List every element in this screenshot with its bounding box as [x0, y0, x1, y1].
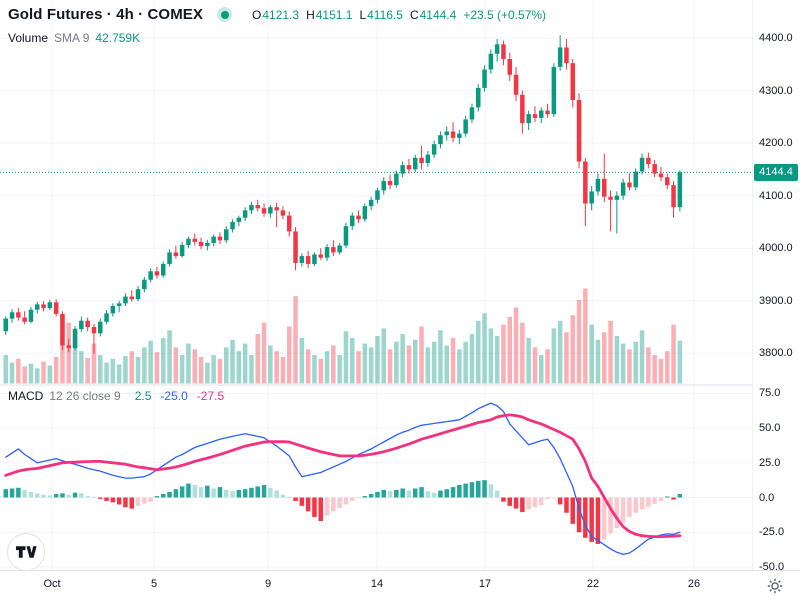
- change-value: +23.5 (+0.57%): [463, 7, 547, 22]
- macd-tick-label: 0.0: [759, 491, 775, 504]
- price-tick-label: 4000.0: [759, 242, 793, 255]
- volume-value: 42.759K: [95, 31, 141, 45]
- time-tick-label: 17: [478, 578, 492, 590]
- open-label: O: [252, 7, 262, 22]
- volume-label: Volume: [8, 31, 49, 45]
- macd-line-value: -25.0: [160, 389, 188, 403]
- price-tick-label: 3900.0: [759, 294, 793, 307]
- time-tick-label: 26: [687, 578, 701, 590]
- macd-tick-label: 25.0: [759, 456, 781, 469]
- low-value: 4116.5: [367, 7, 403, 22]
- volume-legend[interactable]: Volume SMA 9 42.759K: [8, 31, 140, 45]
- market-status-icon: [217, 7, 233, 22]
- price-axis[interactable]: 4144.4 4400.0 4300.0 4200.0 4100.0 4000.0 390…: [753, 0, 800, 573]
- price-tick-label: 3800.0: [759, 347, 793, 360]
- open-value: 4121.3: [262, 7, 300, 22]
- time-tick-label: 5: [150, 578, 158, 590]
- tradingview-logo[interactable]: [7, 533, 45, 571]
- gear-icon: [767, 578, 783, 594]
- macd-tick-label: 50.0: [759, 422, 781, 435]
- close-value: 4144.4: [419, 7, 457, 22]
- settings-gear-button[interactable]: [766, 577, 784, 595]
- macd-tick-label: 75.0: [759, 387, 781, 400]
- macd-legend[interactable]: MACD 12 26 close 9 2.5 -25.0 -27.5: [8, 389, 224, 403]
- high-value: 4151.1: [315, 7, 353, 22]
- price-tick-label: 4300.0: [759, 84, 793, 97]
- macd-hist-value: 2.5: [134, 389, 152, 403]
- macd-params: 12 26 close 9: [49, 389, 121, 403]
- macd-tick-label: -50.0: [759, 560, 785, 573]
- price-tick-label: 4200.0: [759, 137, 793, 150]
- macd-tick-label: -25.0: [759, 526, 785, 539]
- last-price-label: 4144.4: [754, 164, 798, 181]
- ohlc-values: O 4121.3 H 4151.1 L 4116.5 C 4144.4 +23.5 (+…: [252, 8, 546, 22]
- symbol-legend[interactable]: Gold Futures · 4h · COMEX O 4121.3 H 4151.…: [8, 6, 546, 23]
- volume-params: SMA 9: [54, 31, 90, 45]
- time-tick-label: Oct: [43, 578, 61, 590]
- time-tick-label: 14: [370, 578, 384, 590]
- macd-label: MACD: [8, 389, 44, 403]
- low-label: L: [359, 7, 367, 22]
- close-label: C: [409, 7, 419, 22]
- time-axis[interactable]: Oct 5 9 14 17 22 26: [0, 570, 800, 600]
- symbol-title: Gold Futures · 4h · COMEX: [8, 6, 204, 23]
- high-label: H: [306, 7, 315, 22]
- macd-signal-value: -27.5: [196, 389, 225, 403]
- price-tick-label: 4100.0: [759, 189, 793, 202]
- price-tick-label: 4400.0: [759, 32, 793, 44]
- time-tick-label: 9: [264, 578, 272, 590]
- tradingview-logo-icon: [15, 546, 37, 558]
- time-tick-label: 22: [586, 578, 600, 590]
